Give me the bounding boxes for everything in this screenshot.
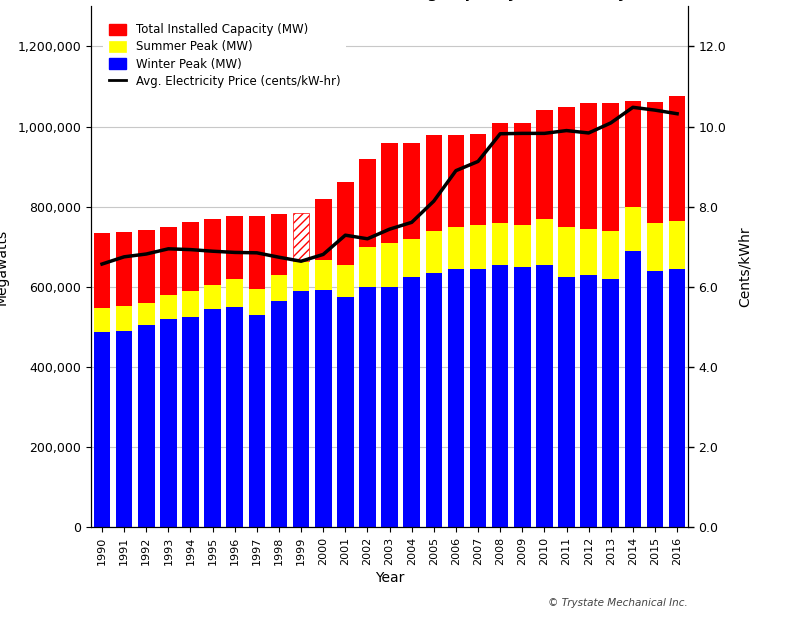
Bar [669,97,686,221]
Bar [558,107,575,227]
Bar [204,219,221,285]
Bar [337,265,354,297]
Y-axis label: Cents/kWhr: Cents/kWhr [737,227,751,307]
Text: © Trystate Mechanical Inc.: © Trystate Mechanical Inc. [548,598,688,608]
Bar [625,207,642,251]
Bar [115,306,132,331]
Bar [492,265,509,528]
Bar [426,231,442,273]
Bar [204,309,221,528]
Bar [204,285,221,309]
Bar [669,221,686,269]
Bar [93,332,110,528]
Bar [93,233,110,308]
Bar [536,110,553,219]
Bar [293,291,309,528]
Bar [625,251,642,528]
Bar [248,216,265,289]
Bar [315,199,331,260]
Bar [271,275,287,301]
Bar [536,265,553,528]
Bar [514,267,531,528]
Bar [492,123,509,223]
Bar [293,213,309,261]
Bar [381,243,398,287]
Bar [603,279,619,528]
Bar [470,134,486,225]
Bar [359,247,376,287]
Bar [558,277,575,528]
Bar [492,223,509,265]
Bar [426,136,442,231]
Bar [536,219,553,265]
Bar [448,269,464,528]
Bar [558,227,575,277]
Bar [603,103,619,231]
Bar [669,269,686,528]
Bar [647,223,664,271]
Bar [337,297,354,528]
Bar [182,292,199,317]
Bar [271,301,287,528]
Bar [138,304,154,326]
Bar [248,315,265,528]
Bar [470,225,486,269]
X-axis label: Year: Year [375,571,404,585]
Bar [115,331,132,528]
Legend: Total Installed Capacity (MW), Summer Peak (MW), Winter Peak (MW), Avg. Electric: Total Installed Capacity (MW), Summer Pe… [103,18,346,93]
Bar [115,232,132,306]
Bar [581,275,597,528]
Bar [581,229,597,275]
Bar [403,277,420,528]
Y-axis label: Megawatts: Megawatts [0,229,9,305]
Bar [138,230,154,304]
Bar [359,287,376,528]
Bar [315,290,331,528]
Bar [647,102,664,223]
Bar [182,222,199,292]
Bar [293,261,309,291]
Title: Winter-Summer Peaks, Net Generating Capacity & Electricity Price: Winter-Summer Peaks, Net Generating Capa… [103,0,676,1]
Bar [160,319,176,528]
Bar [226,307,243,528]
Bar [182,317,199,528]
Bar [93,308,110,332]
Bar [403,143,420,239]
Bar [226,216,243,279]
Bar [581,103,597,229]
Bar [359,158,376,247]
Bar [403,239,420,277]
Bar [514,225,531,267]
Bar [138,326,154,528]
Bar [315,260,331,290]
Bar [248,289,265,315]
Bar [337,182,354,265]
Bar [271,214,287,275]
Bar [448,227,464,269]
Bar [381,143,398,243]
Bar [603,231,619,279]
Bar [226,279,243,307]
Bar [514,122,531,225]
Bar [625,100,642,207]
Bar [647,271,664,528]
Bar [470,269,486,528]
Bar [426,273,442,528]
Bar [381,287,398,528]
Bar [160,227,176,295]
Bar [448,134,464,227]
Text: Figure 1 - Winter & Summer Peak Electricity Demand, Installed Generating Capacit: Figure 1 - Winter & Summer Peak Electric… [85,568,706,599]
Bar [160,295,176,319]
